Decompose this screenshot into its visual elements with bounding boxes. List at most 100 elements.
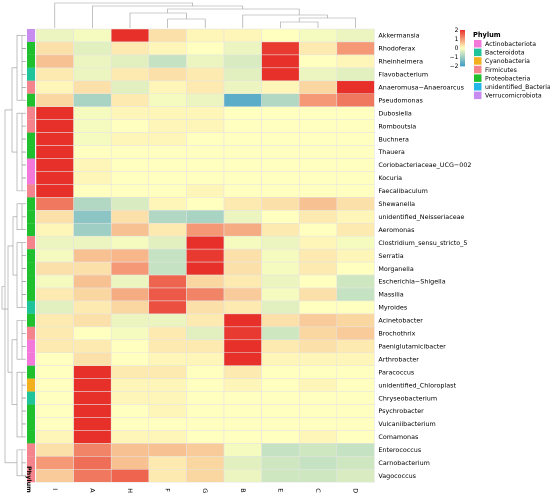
heatmap-cell — [35, 300, 74, 315]
row-label: Kocuria — [378, 174, 402, 182]
heatmap-cell — [186, 417, 225, 431]
row-dendrogram — [1, 35, 26, 477]
heatmap-cell — [298, 80, 338, 95]
phylum-legend-label: Proteobacteria — [485, 75, 530, 82]
heatmap-cell — [110, 287, 150, 302]
heatmap-cell — [148, 391, 187, 405]
heatmap-cell — [73, 274, 112, 289]
heatmap-cell — [336, 274, 375, 289]
heatmap-cell — [298, 313, 338, 328]
heatmap-cell — [298, 158, 338, 172]
heatmap-cell — [73, 197, 112, 211]
heatmap-cell — [186, 365, 225, 379]
phylum-annotation-cell — [27, 249, 35, 263]
heatmap-cell — [35, 248, 74, 263]
heatmap-cell — [223, 443, 262, 457]
heatmap-cell — [298, 378, 338, 392]
phylum-annotation-cell — [27, 313, 35, 327]
heatmap-cell — [35, 352, 74, 366]
row-label: Serratia — [378, 252, 403, 260]
color-scale-step — [460, 48, 465, 50]
color-scale-step — [460, 34, 465, 36]
column-label: E — [276, 488, 284, 492]
heatmap-cell — [336, 456, 375, 470]
dendrogram-branch — [21, 462, 26, 477]
heatmap-cell — [73, 223, 112, 237]
heatmap-cell — [148, 80, 187, 95]
phylum-annotation-cell — [27, 106, 35, 120]
heatmap-cell — [298, 326, 338, 341]
row-label: Flavobacterium — [378, 71, 428, 79]
heatmap-cell — [148, 456, 187, 470]
heatmap-cell — [186, 404, 225, 418]
dendrogram-branch — [21, 449, 26, 464]
heatmap-cell — [336, 300, 375, 315]
heatmap-cell — [110, 197, 150, 211]
dendrogram-branch — [21, 216, 26, 231]
color-scale-step — [460, 60, 465, 62]
heatmap-cell — [223, 80, 262, 95]
heatmap-cell — [298, 184, 338, 198]
heatmap-cell — [186, 67, 225, 82]
heatmap-cell — [73, 67, 112, 82]
heatmap-cell — [223, 28, 262, 43]
heatmap-cell — [223, 132, 262, 146]
heatmap-cell — [186, 28, 225, 43]
dendrogram-branch — [21, 410, 26, 425]
color-scale-step — [460, 52, 465, 54]
column-label: C — [314, 488, 322, 493]
color-scale-bar: 2 1 0 −1 −2 — [450, 27, 465, 70]
phylum-annotation-cell — [27, 210, 35, 224]
heatmap-cell — [110, 365, 150, 379]
heatmap-cell — [336, 210, 375, 224]
heatmap-cell — [186, 106, 225, 120]
color-scale-step — [460, 44, 465, 46]
heatmap-cell — [35, 443, 74, 457]
color-scale-step — [460, 40, 465, 42]
heatmap-cell — [336, 119, 375, 133]
color-scale-step — [460, 65, 465, 67]
heatmap-cell — [110, 469, 150, 483]
heatmap-cell — [73, 235, 112, 250]
heatmap-cell — [73, 365, 112, 379]
row-label: Psychrobacter — [378, 407, 424, 415]
heatmap-cell — [110, 352, 150, 366]
phylum-annotation-cell — [27, 417, 35, 431]
color-scale-step — [460, 31, 465, 33]
dendrogram-branch — [21, 203, 26, 218]
row-label: Vulcaniibacterium — [378, 420, 435, 428]
heatmap-cell — [148, 119, 187, 133]
heatmap-cell — [298, 54, 338, 69]
heatmap-cell — [73, 391, 112, 405]
heatmap-cell — [73, 261, 112, 276]
heatmap-cell — [261, 210, 300, 224]
color-scale-step — [460, 50, 465, 52]
heatmap-cell — [223, 287, 262, 302]
heatmap-cell — [35, 145, 74, 159]
phylum-annotation-cell — [27, 391, 35, 405]
phylum-annotation-cell — [27, 443, 35, 457]
heatmap-cell — [223, 469, 262, 483]
heatmap-cell — [148, 210, 187, 224]
heatmap-cell — [261, 28, 300, 43]
heatmap-cell — [186, 326, 225, 341]
heatmap-cell — [336, 261, 375, 276]
row-label: Acinetobacter — [378, 317, 423, 325]
heatmap-cell — [35, 417, 74, 431]
heatmap-cell — [223, 261, 262, 276]
heatmap-cell — [186, 41, 225, 56]
phylum-annotation-cell — [27, 352, 35, 366]
heatmap-cell — [298, 365, 338, 379]
heatmap-cell — [223, 119, 262, 133]
dendrogram-branch — [21, 48, 26, 62]
dendrogram-branch — [21, 138, 26, 153]
phylum-annotation-cell — [27, 404, 35, 418]
heatmap-cell — [223, 158, 262, 172]
dendrogram-branch — [21, 423, 26, 438]
heatmap-cells — [35, 28, 375, 483]
dendrogram-branch — [129, 12, 187, 28]
heatmap-cell — [261, 80, 300, 95]
heatmap-cell — [261, 132, 300, 146]
heatmap-cell — [148, 404, 187, 418]
heatmap-cell — [148, 352, 187, 366]
